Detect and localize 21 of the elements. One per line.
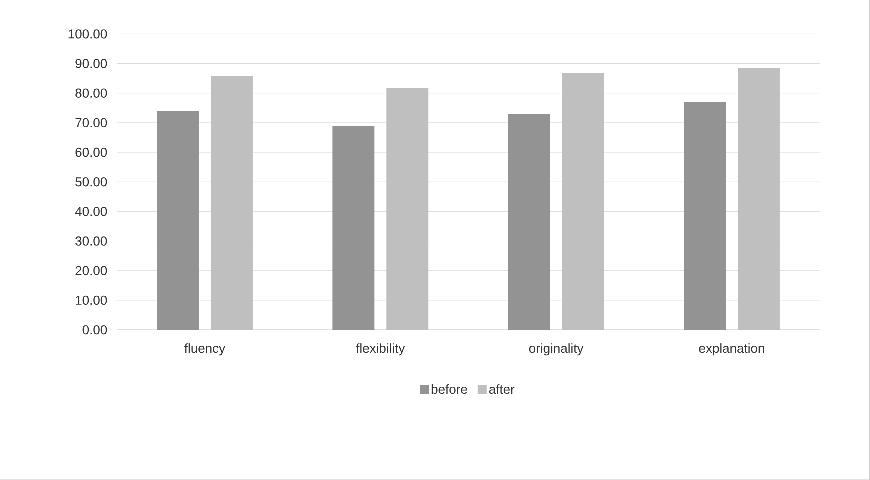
y-tick-label: 40.00: [75, 207, 108, 216]
bar: [508, 114, 550, 330]
y-tick-label: 10.00: [76, 296, 108, 305]
bar: [157, 111, 199, 330]
legend-label: after: [489, 384, 515, 394]
x-tick-label: flexibility: [356, 343, 406, 356]
y-tick-label: 20.00: [76, 266, 108, 276]
x-tick-label: originality: [529, 343, 584, 356]
x-tick-label: fluency: [184, 343, 226, 356]
y-tick-label: 100.00: [68, 30, 108, 39]
y-tick-label: 90.00: [76, 59, 108, 68]
y-tick-label: 30.00: [76, 236, 108, 246]
y-tick-label: 80.00: [76, 88, 108, 98]
y-tick-label: 0.00: [82, 325, 108, 335]
y-tick-label: 70.00: [76, 118, 108, 128]
bar: [332, 126, 375, 330]
legend-label: before: [432, 384, 468, 394]
y-tick-label: 50.00: [76, 177, 108, 187]
x-tick-label: explanation: [699, 343, 764, 356]
y-tick-label: 60.00: [76, 148, 108, 158]
bar: [684, 102, 726, 330]
